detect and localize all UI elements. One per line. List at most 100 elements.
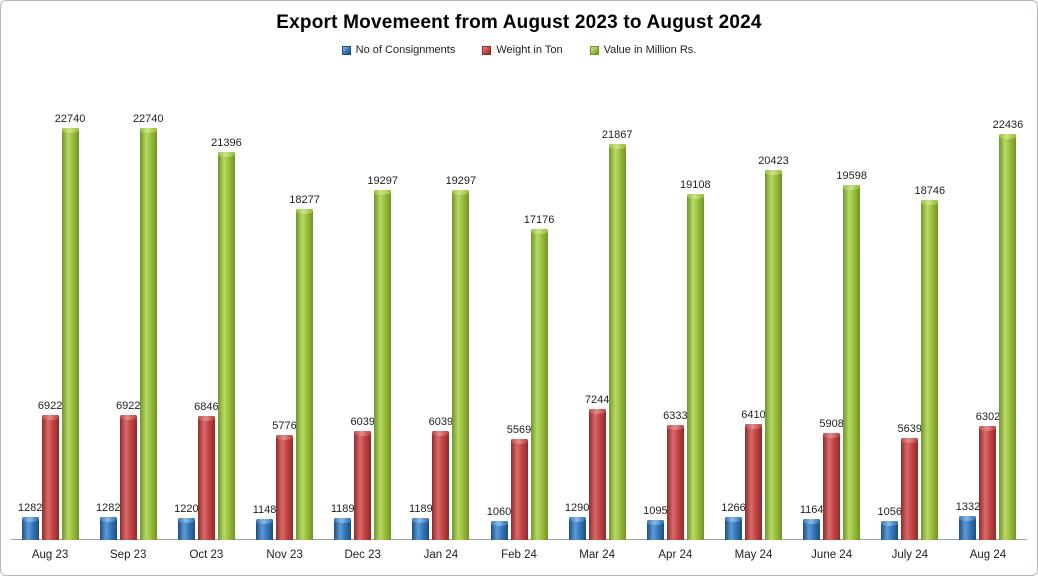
bar-value-label: 6039 bbox=[428, 416, 454, 428]
bar-value-label: 22740 bbox=[54, 113, 86, 125]
bar-value-label: 6922 bbox=[37, 400, 63, 412]
bar-group: 1332 6302 22436 Aug 24 bbox=[949, 87, 1027, 569]
bar-cluster: 1148 5776 18277 bbox=[245, 87, 323, 540]
bar-value-in-million-rs: 20423 bbox=[758, 155, 789, 540]
bar-value-in-million-rs: 22740 bbox=[133, 113, 164, 540]
bar-value-label: 1282 bbox=[95, 502, 121, 514]
bar-value-in-million-rs: 19598 bbox=[836, 170, 867, 540]
bar-weight-in-ton: 6039 bbox=[429, 416, 453, 540]
bar-weight-in-ton: 5569 bbox=[507, 424, 531, 540]
bar-group: 1060 5569 17176 Feb 24 bbox=[480, 87, 558, 569]
bar-cluster: 1220 6846 21396 bbox=[167, 87, 245, 540]
bar-no-of-consignments: 1282 bbox=[96, 502, 120, 540]
bar-value-label: 19297 bbox=[445, 175, 477, 187]
legend-item: Value in Million Rs. bbox=[589, 44, 696, 56]
legend: No of Consignments Weight in Ton Value in … bbox=[1, 44, 1037, 56]
bar-cluster: 1332 6302 22436 bbox=[949, 87, 1027, 540]
bar-value-label: 5639 bbox=[897, 423, 923, 435]
bar-weight-in-ton: 6333 bbox=[663, 410, 688, 540]
bar-value-label: 19108 bbox=[680, 179, 711, 191]
bar-weight-in-ton: 6410 bbox=[741, 409, 766, 540]
bar-weight-in-ton: 5639 bbox=[898, 423, 922, 540]
bar-group: 1282 6922 22740 Aug 23 bbox=[11, 87, 89, 569]
bar-value-label: 19297 bbox=[367, 175, 398, 187]
category-label: Feb 24 bbox=[501, 549, 537, 561]
bar-value-label: 22740 bbox=[132, 113, 164, 125]
bar-group: 1056 5639 18746 July 24 bbox=[871, 87, 949, 569]
bar-value-in-million-rs: 18746 bbox=[915, 185, 945, 540]
bar-weight-in-ton: 5776 bbox=[272, 420, 297, 540]
bar-group: 1189 6039 19297 Jan 24 bbox=[402, 87, 480, 569]
bar-cluster: 1189 6039 19297 bbox=[402, 87, 480, 540]
bar-value-label: 5776 bbox=[272, 420, 297, 432]
legend-item: Weight in Ton bbox=[482, 44, 563, 56]
chart-title: Export Movemeent from August 2023 to Aug… bbox=[276, 12, 762, 33]
legend-swatch-icon bbox=[341, 45, 351, 55]
bar-value-label: 6410 bbox=[741, 409, 766, 421]
bar-no-of-consignments: 1332 bbox=[956, 501, 980, 540]
bar-cluster: 1095 6333 19108 bbox=[636, 87, 714, 540]
bar-weight-in-ton: 5908 bbox=[819, 418, 844, 540]
bar-value-label: 18746 bbox=[914, 185, 946, 197]
category-label: Aug 23 bbox=[31, 549, 69, 561]
category-label: Apr 24 bbox=[658, 549, 693, 561]
bar-value-label: 1056 bbox=[877, 506, 903, 518]
bar-value-label: 5569 bbox=[506, 424, 532, 436]
bar-value-in-million-rs: 19297 bbox=[446, 175, 476, 540]
bar-no-of-consignments: 1148 bbox=[253, 504, 276, 540]
bar-group: 1164 5908 19598 June 24 bbox=[793, 87, 871, 569]
bar-value-label: 1189 bbox=[330, 503, 355, 515]
category-label: Dec 23 bbox=[344, 549, 381, 561]
bar-value-label: 1164 bbox=[799, 504, 824, 516]
bar-cluster: 1282 6922 22740 bbox=[89, 87, 167, 540]
bar-value-label: 1189 bbox=[409, 503, 433, 515]
bar-weight-in-ton: 6922 bbox=[38, 400, 62, 540]
category-label: Nov 23 bbox=[266, 549, 303, 561]
bar-value-label: 6846 bbox=[194, 401, 219, 413]
bar-cluster: 1164 5908 19598 bbox=[793, 87, 871, 540]
bar-no-of-consignments: 1060 bbox=[487, 506, 511, 540]
bar-cluster: 1266 6410 20423 bbox=[714, 87, 792, 540]
bar-value-label: 22436 bbox=[992, 119, 1024, 131]
bar-no-of-consignments: 1290 bbox=[565, 502, 589, 540]
bar-value-in-million-rs: 19297 bbox=[367, 175, 398, 540]
category-label: Oct 23 bbox=[189, 549, 224, 561]
bar-weight-in-ton: 6846 bbox=[194, 401, 219, 540]
bar-value-label: 7244 bbox=[584, 394, 610, 406]
bar-value-label: 1332 bbox=[955, 501, 981, 513]
bar-value-label: 20423 bbox=[758, 155, 789, 167]
bar-no-of-consignments: 1095 bbox=[643, 505, 668, 540]
bar-value-label: 1060 bbox=[486, 506, 512, 518]
bar-value-label: 1220 bbox=[174, 503, 199, 515]
bar-value-label: 21867 bbox=[601, 129, 633, 141]
legend-swatch-icon bbox=[482, 45, 492, 55]
category-label: Jan 24 bbox=[423, 549, 459, 561]
category-label: May 24 bbox=[734, 549, 773, 561]
bar-no-of-consignments: 1164 bbox=[800, 504, 823, 540]
bar-cluster: 1060 5569 17176 bbox=[480, 87, 558, 540]
bar-value-in-million-rs: 17176 bbox=[524, 214, 554, 540]
legend-label: No of Consignments bbox=[355, 44, 456, 56]
bar-group: 1290 7244 21867 Mar 24 bbox=[558, 87, 636, 569]
bar-group: 1095 6333 19108 Apr 24 bbox=[636, 87, 714, 569]
bar-value-label: 1095 bbox=[643, 505, 668, 517]
bar-value-label: 6039 bbox=[350, 416, 375, 428]
bar-value-label: 5908 bbox=[819, 418, 844, 430]
bar-value-in-million-rs: 21867 bbox=[602, 129, 632, 540]
bar-cluster: 1290 7244 21867 bbox=[558, 87, 636, 540]
category-label: June 24 bbox=[811, 549, 853, 561]
bar-value-in-million-rs: 19108 bbox=[680, 179, 711, 540]
category-label: Sep 23 bbox=[110, 549, 147, 561]
bar-cluster: 1189 6039 19297 bbox=[324, 87, 402, 540]
bar-no-of-consignments: 1189 bbox=[331, 503, 355, 540]
bar-value-in-million-rs: 22436 bbox=[993, 119, 1023, 540]
bar-value-label: 1266 bbox=[721, 502, 746, 514]
bar-weight-in-ton: 7244 bbox=[585, 394, 609, 540]
bar-value-label: 17176 bbox=[523, 214, 555, 226]
bar-group: 1189 6039 19297 Dec 23 bbox=[324, 87, 402, 569]
bar-value-label: 6333 bbox=[663, 410, 688, 422]
bar-cluster: 1282 6922 22740 bbox=[11, 87, 89, 540]
bar-value-label: 1282 bbox=[17, 502, 43, 514]
legend-label: Weight in Ton bbox=[496, 44, 563, 56]
